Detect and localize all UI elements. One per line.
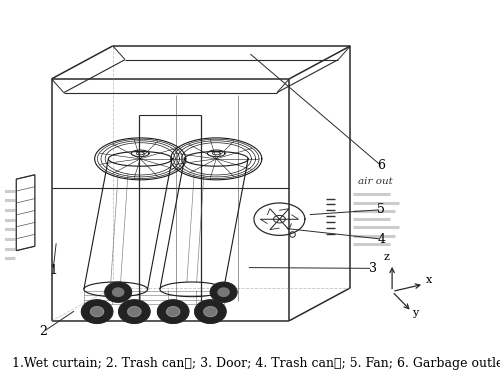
Polygon shape xyxy=(210,282,237,302)
Text: 2: 2 xyxy=(40,325,47,338)
Text: 6: 6 xyxy=(378,159,386,172)
Text: 4: 4 xyxy=(378,233,386,246)
Text: 3: 3 xyxy=(368,262,376,275)
Polygon shape xyxy=(218,288,229,296)
Polygon shape xyxy=(82,300,113,324)
Polygon shape xyxy=(118,300,150,324)
Polygon shape xyxy=(158,300,189,324)
Polygon shape xyxy=(128,307,141,316)
Polygon shape xyxy=(194,300,226,324)
Polygon shape xyxy=(105,282,132,302)
Text: z: z xyxy=(384,252,389,262)
Polygon shape xyxy=(112,288,124,296)
Text: 5: 5 xyxy=(378,203,386,216)
Text: air out: air out xyxy=(358,177,392,186)
Polygon shape xyxy=(90,307,104,316)
Text: x: x xyxy=(426,275,432,285)
Polygon shape xyxy=(204,307,217,316)
Text: 1: 1 xyxy=(49,264,57,277)
Text: 1.Wet curtain; 2. Trash can①; 3. Door; 4. Trash can②; 5. Fan; 6. Garbage outlet: 1.Wet curtain; 2. Trash can①; 3. Door; 4… xyxy=(12,356,500,370)
Text: y: y xyxy=(412,309,418,318)
Polygon shape xyxy=(166,307,179,316)
